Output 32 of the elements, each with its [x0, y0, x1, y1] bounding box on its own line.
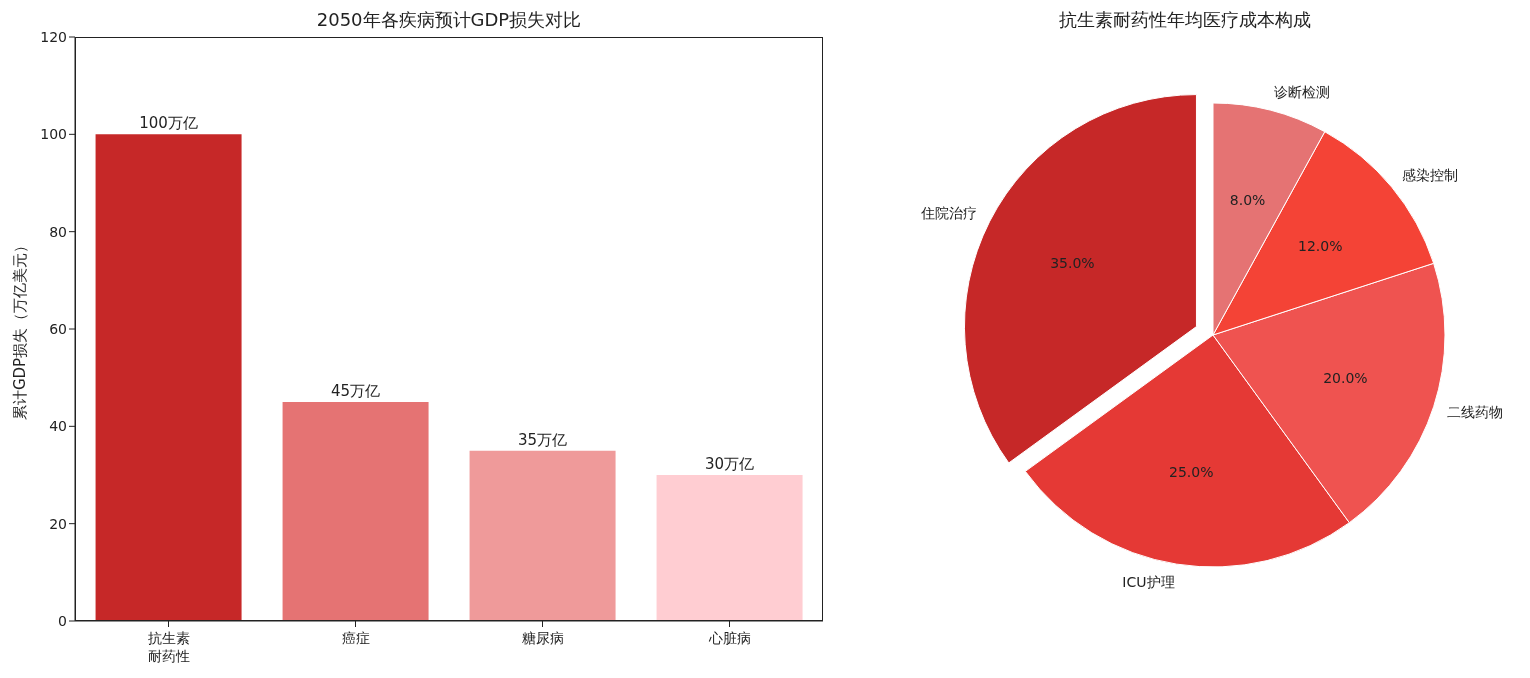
data-label: 12.0%: [1298, 238, 1343, 255]
chart-title: 抗生素耐药性年均医疗成本构成: [1058, 8, 1312, 32]
x-tick-label: 糖尿病: [521, 630, 564, 646]
data-label: 30万亿: [705, 455, 755, 473]
bar: [656, 475, 803, 621]
data-label: 8.0%: [1229, 192, 1266, 209]
y-tick-label: 40: [49, 418, 67, 435]
slice-label: 住院治疗: [920, 204, 978, 221]
x-tick-label: 心脏病: [707, 630, 751, 646]
data-label: 20.0%: [1323, 370, 1368, 387]
data-label: 35.0%: [1050, 255, 1095, 272]
data-label: 25.0%: [1168, 464, 1214, 481]
x-tick-label: 癌症: [341, 630, 370, 646]
y-tick-label: 0: [58, 612, 67, 629]
data-label: 100万亿: [139, 114, 198, 133]
y-axis-title: 累计GDP损失（万亿美元）: [11, 237, 30, 421]
x-tick-label: 抗生素耐药性: [147, 630, 190, 664]
y-tick-label: 60: [49, 320, 67, 337]
y-tick-label: 120: [40, 28, 67, 45]
data-label: 45万亿: [331, 382, 381, 400]
y-tick-label: 100: [40, 126, 67, 143]
y-tick-label: 80: [49, 223, 67, 240]
slice-label: 二线药物: [1446, 404, 1503, 421]
y-tick-label: 20: [49, 515, 67, 532]
chart-title: 2050年各疾病预计GDP损失对比: [315, 8, 583, 32]
slice-label: 诊断检测: [1274, 84, 1331, 101]
slice-label: 感染控制: [1402, 167, 1459, 184]
slice-label: ICU护理: [1122, 574, 1175, 591]
data-label: 35万亿: [518, 430, 568, 449]
bar: [469, 450, 616, 621]
bar: [282, 402, 429, 621]
bar: [95, 134, 242, 621]
